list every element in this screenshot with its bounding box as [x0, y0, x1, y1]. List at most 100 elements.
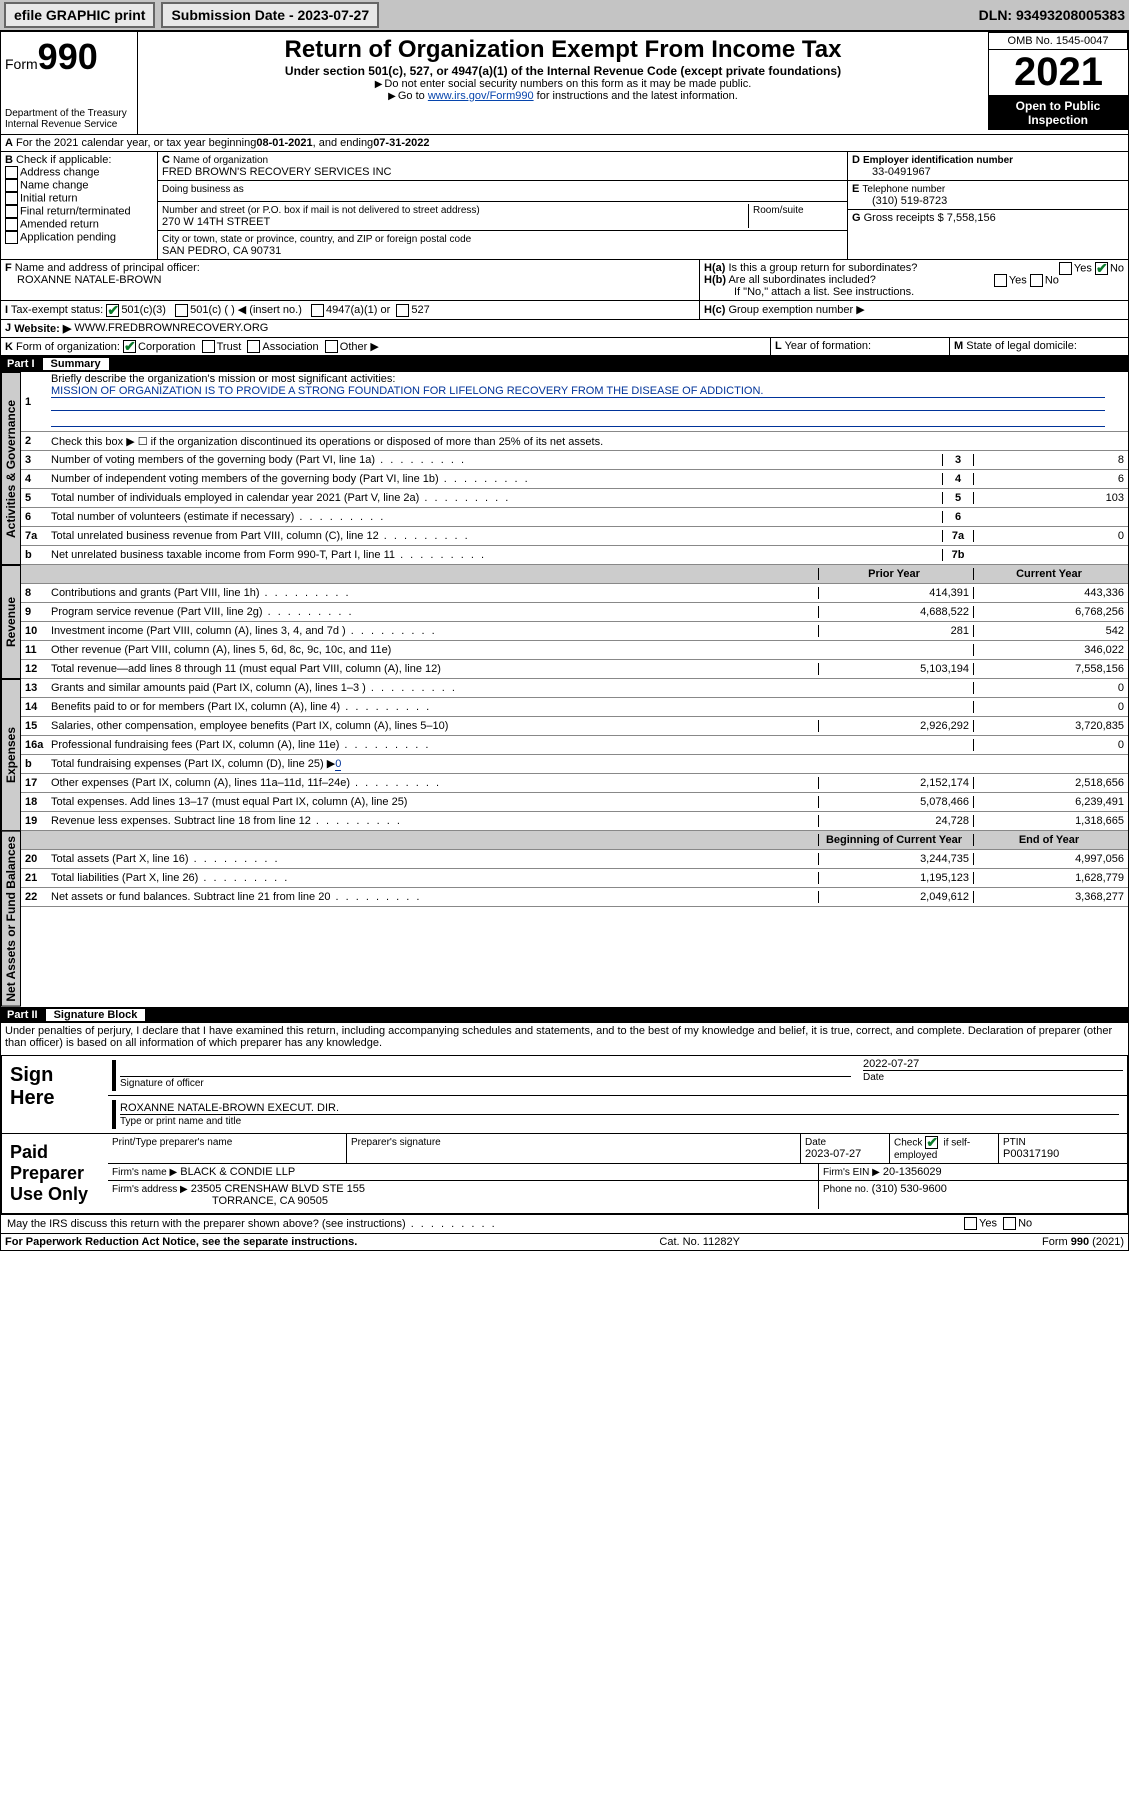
line-16a-current: 0	[973, 739, 1128, 751]
yes-label: Yes	[1074, 262, 1092, 274]
irs-link[interactable]: www.irs.gov/Form990	[428, 90, 534, 102]
firm-phone-label: Phone no.	[823, 1184, 869, 1195]
revenue-block: Revenue Prior YearCurrent Year 8Contribu…	[1, 565, 1128, 679]
city-label: City or town, state or province, country…	[162, 234, 471, 245]
4947-checkbox[interactable]	[311, 304, 324, 317]
firm-name: BLACK & CONDIE LLP	[180, 1166, 295, 1178]
ein-value: 33-0491967	[872, 166, 931, 178]
line-15-current: 3,720,835	[973, 720, 1128, 732]
line-14-current: 0	[973, 701, 1128, 713]
website-value: WWW.FREDBROWNRECOVERY.ORG	[74, 322, 268, 335]
final-return-checkbox[interactable]	[5, 205, 18, 218]
end-year-header: End of Year	[973, 834, 1128, 846]
line-20-prior: 3,244,735	[818, 853, 973, 865]
line-11-current: 346,022	[973, 644, 1128, 656]
room-label: Room/suite	[753, 205, 804, 216]
may-yes-checkbox[interactable]	[964, 1217, 977, 1230]
section-f-h: F Name and address of principal officer:…	[1, 260, 1128, 301]
line-3-label: Number of voting members of the governin…	[49, 453, 942, 467]
tax-status-label: Tax-exempt status:	[11, 304, 103, 316]
line-10-current: 542	[973, 625, 1128, 637]
preparer-name-label: Print/Type preparer's name	[112, 1137, 232, 1148]
officer-label: Name and address of principal officer:	[15, 262, 200, 274]
net-assets-block: Net Assets or Fund Balances Beginning of…	[1, 831, 1128, 1007]
line-7b-label: Net unrelated business taxable income fr…	[49, 548, 942, 562]
subtitle-3: Go to www.irs.gov/Form990 for instructio…	[142, 90, 984, 102]
line-2-label: Check this box ▶ ☐ if the organization d…	[49, 434, 1128, 449]
hb-label: Are all subordinates included?	[728, 274, 875, 286]
top-toolbar: efile GRAPHIC print Submission Date - 20…	[0, 0, 1129, 31]
sign-date-label: Date	[863, 1072, 884, 1083]
527-checkbox[interactable]	[396, 304, 409, 317]
form-org-label: Form of organization:	[16, 341, 120, 353]
dln-label: DLN: 93493208005383	[979, 7, 1125, 23]
cat-no: Cat. No. 11282Y	[659, 1236, 740, 1248]
line-8-prior: 414,391	[818, 587, 973, 599]
line-14-label: Benefits paid to or for members (Part IX…	[49, 700, 818, 714]
ptin-label: PTIN	[1003, 1137, 1026, 1148]
submission-date-button[interactable]: Submission Date - 2023-07-27	[161, 2, 379, 28]
street-address: 270 W 14TH STREET	[162, 216, 270, 228]
line-17-current: 2,518,656	[973, 777, 1128, 789]
officer-print-name: ROXANNE NATALE-BROWN EXECUT. DIR.	[120, 1102, 339, 1114]
final-return-label: Final return/terminated	[20, 205, 131, 217]
line-18-prior: 5,078,466	[818, 796, 973, 808]
line-19-prior: 24,728	[818, 815, 973, 827]
line-13-label: Grants and similar amounts paid (Part IX…	[49, 681, 818, 695]
line-10-prior: 281	[818, 625, 973, 637]
501c3-checkbox[interactable]	[106, 304, 119, 317]
check-applicable-label: Check if applicable:	[16, 154, 111, 166]
expenses-block: Expenses 13Grants and similar amounts pa…	[1, 679, 1128, 831]
hb-no-checkbox[interactable]	[1030, 274, 1043, 287]
firm-ein-label: Firm's EIN ▶	[823, 1167, 880, 1178]
may-no-checkbox[interactable]	[1003, 1217, 1016, 1230]
address-change-checkbox[interactable]	[5, 166, 18, 179]
sign-here-label: Sign Here	[2, 1056, 108, 1133]
line-10-label: Investment income (Part VIII, column (A)…	[49, 624, 818, 638]
other-checkbox[interactable]	[325, 340, 338, 353]
ha-yes-checkbox[interactable]	[1059, 262, 1072, 275]
firm-ein: 20-1356029	[883, 1166, 942, 1178]
ha-label: Is this a group return for subordinates?	[728, 262, 917, 274]
line-7a-value: 0	[973, 530, 1128, 542]
line-16b-value: 0	[335, 758, 341, 771]
corp-checkbox[interactable]	[123, 340, 136, 353]
application-pending-checkbox[interactable]	[5, 231, 18, 244]
prep-date: 2023-07-27	[805, 1148, 861, 1160]
hb-yes-checkbox[interactable]	[994, 274, 1007, 287]
line-18-current: 6,239,491	[973, 796, 1128, 808]
amended-return-checkbox[interactable]	[5, 218, 18, 231]
dept-label: Department of the Treasury	[5, 108, 133, 119]
line-8-label: Contributions and grants (Part VIII, lin…	[49, 586, 818, 600]
ag-side-label: Activities & Governance	[1, 372, 21, 565]
open-inspection: Open to Public Inspection	[988, 96, 1128, 130]
trust-checkbox[interactable]	[202, 340, 215, 353]
firm-name-label: Firm's name ▶	[112, 1167, 177, 1178]
state-domicile-label: State of legal domicile:	[966, 340, 1077, 352]
org-name: FRED BROWN'S RECOVERY SERVICES INC	[162, 166, 391, 178]
initial-return-checkbox[interactable]	[5, 192, 18, 205]
name-change-label: Name change	[20, 179, 89, 191]
year-formation-label: Year of formation:	[785, 340, 871, 352]
assoc-checkbox[interactable]	[247, 340, 260, 353]
self-employed-checkbox[interactable]	[925, 1136, 938, 1149]
line-3-value: 8	[973, 454, 1128, 466]
section-i-hc: I Tax-exempt status: 501(c)(3) 501(c) ( …	[1, 301, 1128, 320]
line-19-label: Revenue less expenses. Subtract line 18 …	[49, 814, 818, 828]
name-change-checkbox[interactable]	[5, 179, 18, 192]
501c-checkbox[interactable]	[175, 304, 188, 317]
may-discuss-row: May the IRS discuss this return with the…	[1, 1215, 1128, 1234]
subtitle-2: Do not enter social security numbers on …	[142, 78, 984, 90]
paid-preparer-label: Paid Preparer Use Only	[2, 1134, 108, 1213]
line-1-label: Briefly describe the organization's miss…	[51, 373, 395, 385]
section-b-to-g: B Check if applicable: Address change Na…	[1, 152, 1128, 260]
line-k-l-m: K Form of organization: Corporation Trus…	[1, 338, 1128, 357]
ha-no-checkbox[interactable]	[1095, 262, 1108, 275]
address-change-label: Address change	[20, 166, 100, 178]
beginning-year-header: Beginning of Current Year	[818, 834, 973, 846]
prep-date-label: Date	[805, 1137, 826, 1148]
website-label: Website: ▶	[14, 322, 71, 335]
sign-here-block: Sign Here Signature of officer 2022-07-2…	[1, 1055, 1128, 1215]
irs-label: Internal Revenue Service	[5, 119, 133, 130]
efile-button[interactable]: efile GRAPHIC print	[4, 2, 155, 28]
